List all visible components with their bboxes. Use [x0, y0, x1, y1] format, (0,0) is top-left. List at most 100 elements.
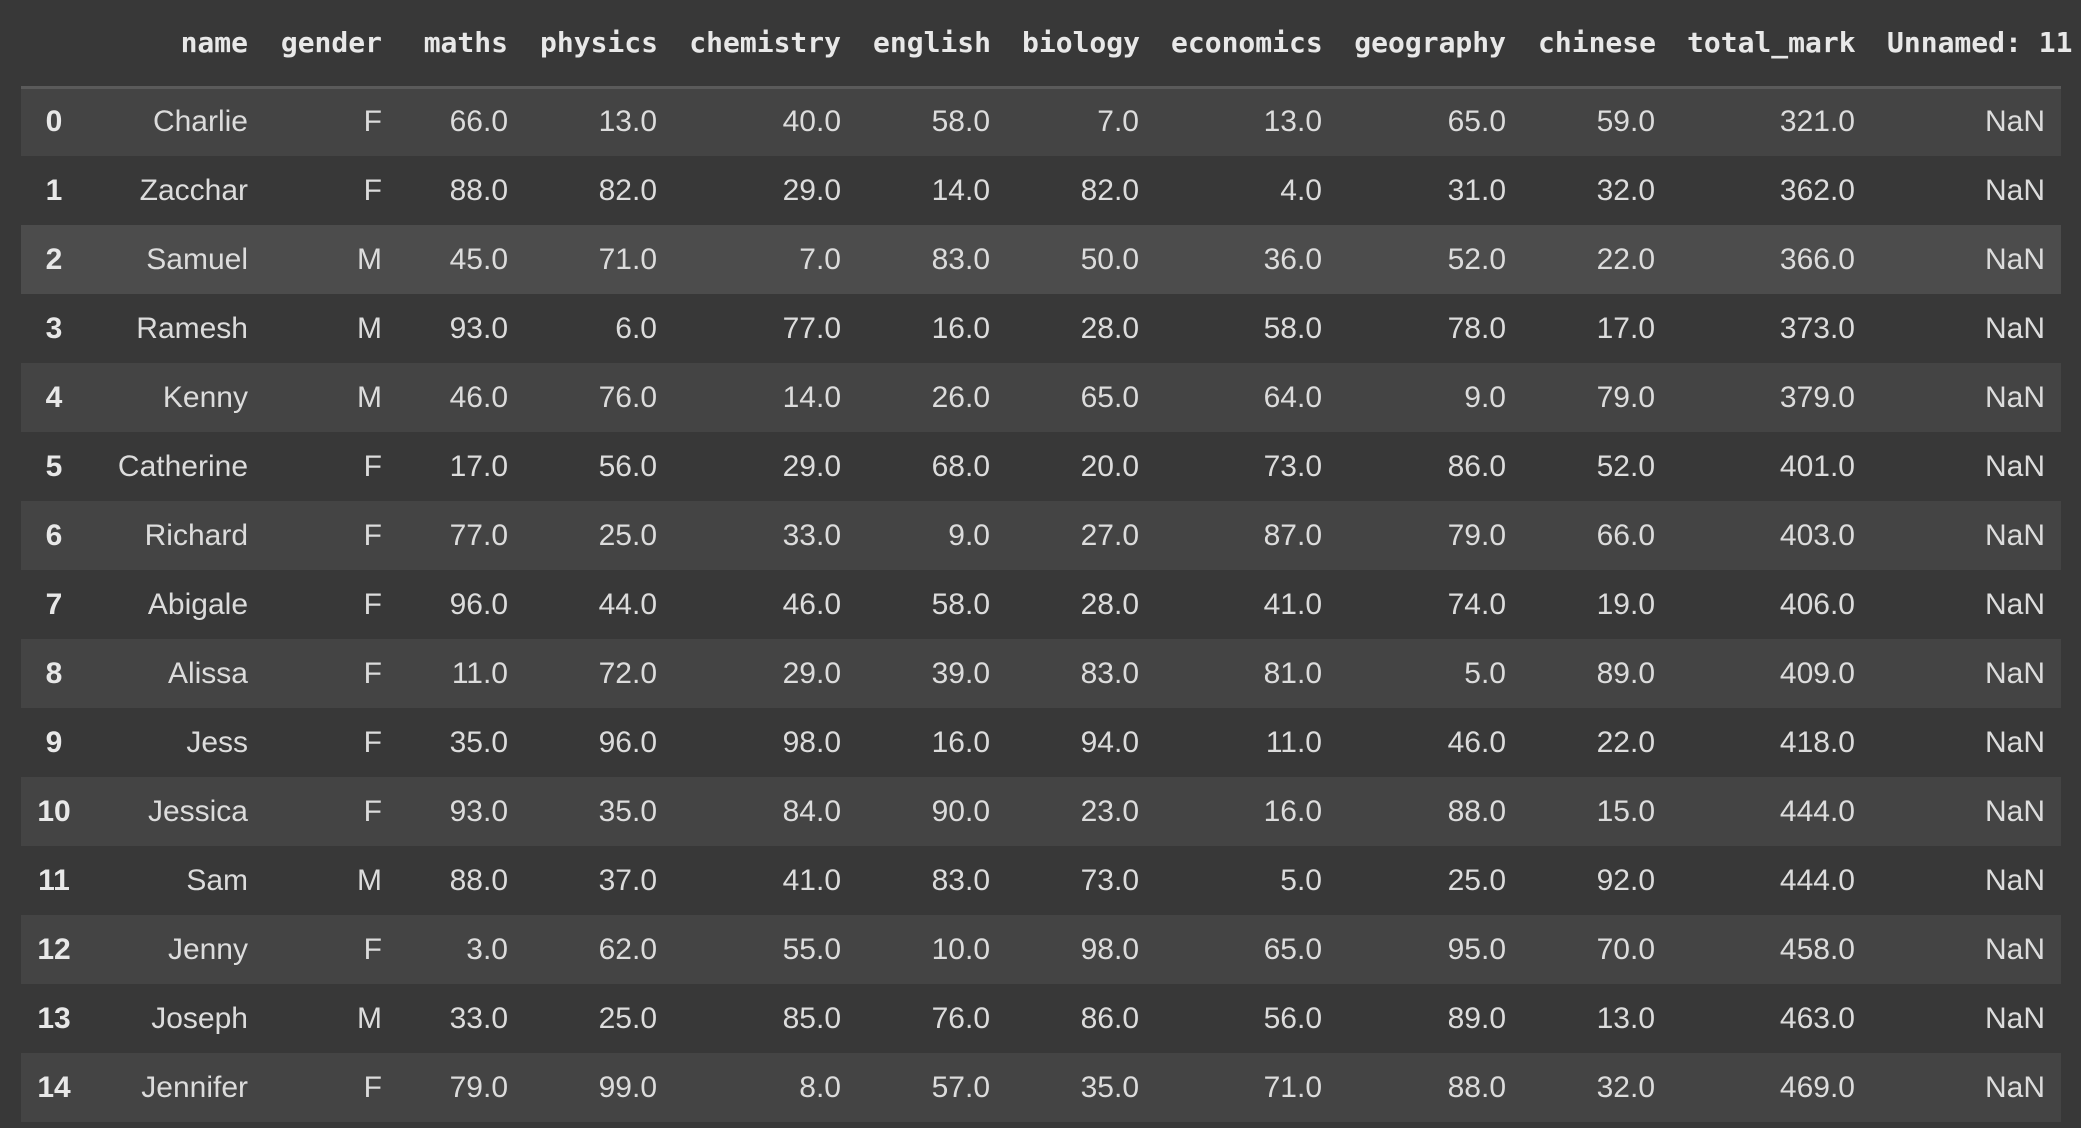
cell-english: 9.0: [948, 518, 990, 552]
cell-unnamed-11: NaN: [1984, 932, 2045, 966]
cell-physics: 56.0: [598, 449, 657, 483]
cell-maths: 93.0: [449, 794, 508, 828]
cell-maths: 45.0: [449, 242, 508, 276]
cell-biology: 7.0: [1097, 105, 1139, 139]
row-index: 14: [37, 1070, 71, 1104]
cell-name: Abigale: [147, 587, 248, 621]
cell-unnamed-11: NaN: [1984, 1001, 2045, 1035]
cell-geography: 89.0: [1447, 1001, 1506, 1035]
cell-economics: 13.0: [1263, 105, 1322, 139]
cell-physics: 99.0: [598, 1070, 657, 1104]
table-row: 7 Abigale F 96.0 44.0 46.0 58.0 28.0 41.0 74.0 19.…: [21, 570, 2061, 639]
cell-maths: 17.0: [449, 449, 508, 483]
cell-name: Jennifer: [141, 1070, 248, 1104]
cell-physics: 44.0: [598, 587, 657, 621]
table-row: 1 Zacchar F 88.0 82.0 29.0 14.0 82.0 4.0 31.0 32.0…: [21, 156, 2061, 225]
cell-total-mark: 444.0: [1779, 794, 1855, 828]
cell-english: 16.0: [931, 311, 990, 345]
cell-geography: 9.0: [1464, 380, 1506, 414]
cell-geography: 95.0: [1447, 932, 1506, 966]
cell-economics: 5.0: [1280, 863, 1322, 897]
cell-name: Ramesh: [136, 311, 248, 345]
cell-chemistry: 8.0: [799, 1070, 841, 1104]
cell-gender: F: [363, 449, 382, 483]
cell-name: Jess: [186, 725, 248, 759]
cell-chemistry: 29.0: [782, 173, 841, 207]
column-header-biology: biology: [1006, 0, 1155, 89]
dataframe-output: name gender maths physics chemistry english bi…: [21, 0, 2072, 1122]
cell-unnamed-11: NaN: [1984, 863, 2045, 897]
cell-biology: 50.0: [1080, 242, 1139, 276]
cell-chinese: 66.0: [1596, 518, 1655, 552]
cell-geography: 52.0: [1447, 242, 1506, 276]
column-header-chinese: chinese: [1522, 0, 1671, 89]
table-row: 9 Jess F 35.0 96.0 98.0 16.0 94.0 11.0 46.0 22.0 41…: [21, 708, 2061, 777]
cell-chinese: 22.0: [1596, 725, 1655, 759]
cell-total-mark: 418.0: [1779, 725, 1855, 759]
cell-total-mark: 406.0: [1779, 587, 1855, 621]
cell-gender: F: [363, 725, 382, 759]
cell-english: 76.0: [931, 1001, 990, 1035]
cell-unnamed-11: NaN: [1984, 380, 2045, 414]
row-index: 1: [45, 173, 63, 207]
cell-chinese: 52.0: [1596, 449, 1655, 483]
cell-physics: 76.0: [598, 380, 657, 414]
cell-chinese: 79.0: [1596, 380, 1655, 414]
cell-unnamed-11: NaN: [1984, 173, 2045, 207]
cell-chinese: 32.0: [1596, 173, 1655, 207]
cell-maths: 96.0: [449, 587, 508, 621]
cell-english: 58.0: [931, 587, 990, 621]
cell-english: 14.0: [931, 173, 990, 207]
cell-geography: 88.0: [1447, 794, 1506, 828]
table-row: 0 Charlie F 66.0 13.0 40.0 58.0 7.0 13.0 65.0 59.0…: [21, 87, 2061, 156]
cell-physics: 37.0: [598, 863, 657, 897]
cell-name: Kenny: [162, 380, 248, 414]
cell-gender: F: [363, 656, 382, 690]
cell-english: 58.0: [931, 105, 990, 139]
cell-english: 83.0: [931, 242, 990, 276]
cell-biology: 94.0: [1080, 725, 1139, 759]
cell-name: Samuel: [146, 242, 248, 276]
cell-name: Jenny: [167, 932, 248, 966]
cell-english: 39.0: [931, 656, 990, 690]
cell-unnamed-11: NaN: [1984, 794, 2045, 828]
row-index: 0: [45, 105, 63, 139]
cell-total-mark: 401.0: [1779, 449, 1855, 483]
row-index: 3: [45, 311, 63, 345]
cell-biology: 35.0: [1080, 1070, 1139, 1104]
cell-economics: 65.0: [1263, 932, 1322, 966]
cell-economics: 71.0: [1263, 1070, 1322, 1104]
column-header-unnamed-11: Unnamed: 11: [1871, 0, 2072, 89]
cell-geography: 46.0: [1447, 725, 1506, 759]
cell-chemistry: 41.0: [782, 863, 841, 897]
cell-gender: M: [357, 1001, 382, 1035]
column-header-economics: economics: [1155, 0, 1338, 89]
cell-maths: 88.0: [449, 173, 508, 207]
cell-biology: 98.0: [1080, 932, 1139, 966]
table-row: 4 Kenny M 46.0 76.0 14.0 26.0 65.0 64.0 9.0 79.0 37…: [21, 363, 2061, 432]
column-header-english: english: [857, 0, 1006, 89]
table-row: 14 Jennifer F 79.0 99.0 8.0 57.0 35.0 71.0 88.0 32…: [21, 1053, 2061, 1122]
cell-english: 83.0: [931, 863, 990, 897]
column-header-geography: geography: [1338, 0, 1522, 89]
cell-total-mark: 458.0: [1779, 932, 1855, 966]
table-row: 13 Joseph M 33.0 25.0 85.0 76.0 86.0 56.0 89.0 13.…: [21, 984, 2061, 1053]
cell-chemistry: 29.0: [782, 449, 841, 483]
cell-chemistry: 7.0: [799, 242, 841, 276]
cell-economics: 87.0: [1263, 518, 1322, 552]
cell-economics: 58.0: [1263, 311, 1322, 345]
cell-geography: 25.0: [1447, 863, 1506, 897]
cell-biology: 86.0: [1080, 1001, 1139, 1035]
cell-chinese: 32.0: [1596, 1070, 1655, 1104]
cell-gender: F: [363, 173, 382, 207]
cell-name: Jessica: [147, 794, 248, 828]
cell-chemistry: 29.0: [782, 656, 841, 690]
cell-unnamed-11: NaN: [1984, 449, 2045, 483]
cell-total-mark: 403.0: [1779, 518, 1855, 552]
cell-maths: 66.0: [449, 105, 508, 139]
cell-geography: 79.0: [1447, 518, 1506, 552]
table-header-row: name gender maths physics chemistry english bi…: [21, 0, 2072, 89]
row-index: 10: [37, 794, 71, 828]
cell-physics: 96.0: [598, 725, 657, 759]
cell-total-mark: 373.0: [1779, 311, 1855, 345]
